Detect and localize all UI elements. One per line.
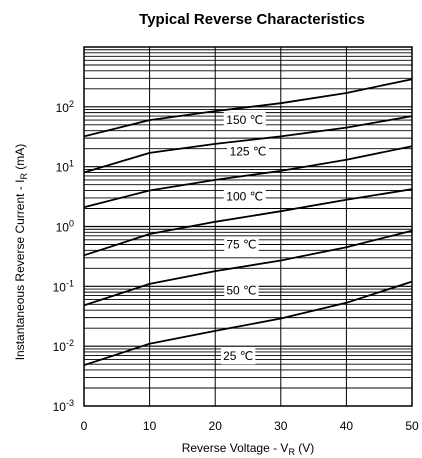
chart-title: Typical Reverse Characteristics <box>139 11 365 28</box>
x-tick-label: 50 <box>405 419 419 433</box>
y-tick-label: 10-2 <box>53 338 74 354</box>
plot-frame <box>83 46 413 407</box>
curve-labels: 25 ℃ 50 ℃ 75 ℃ 100 ℃ 125 ℃ 150 ℃ <box>220 112 269 365</box>
series-line <box>83 78 413 138</box>
curves <box>83 78 413 367</box>
x-tick-label: 40 <box>340 419 354 433</box>
x-tick-label: 10 <box>143 419 157 433</box>
series-label: 125 ℃ <box>230 144 267 158</box>
y-tick-labels: 10-3 10-2 10-1 100 101 102 <box>53 99 74 414</box>
y-tick-label: 10-3 <box>53 398 74 414</box>
y-tick-label: 100 <box>56 219 74 235</box>
x-axis-label: Reverse Voltage - VR (V) <box>182 441 315 457</box>
series-label: 100 ℃ <box>226 189 263 203</box>
series-label-background <box>223 112 266 129</box>
series-line <box>83 115 413 174</box>
series-label: 50 ℃ <box>226 284 256 298</box>
x-tick-label: 0 <box>81 419 88 433</box>
x-tick-label: 20 <box>209 419 223 433</box>
series-line <box>83 188 413 257</box>
series-label-background <box>224 236 259 253</box>
x-tick-label: 30 <box>274 419 288 433</box>
series-label-background <box>223 188 266 205</box>
x-tick-labels: 0 10 20 30 40 50 <box>81 419 419 433</box>
series-label: 75 ℃ <box>226 238 256 252</box>
y-tick-label: 10-1 <box>53 278 74 294</box>
series-line <box>83 145 413 209</box>
series-line <box>83 229 413 307</box>
series-label: 25 ℃ <box>223 349 253 363</box>
y-tick-label: 102 <box>56 99 74 115</box>
series-label: 150 ℃ <box>226 113 263 127</box>
series-label-background <box>224 282 259 299</box>
y-tick-label: 101 <box>56 159 74 175</box>
series-label-background <box>220 348 256 365</box>
y-axis-label: Instantaneous Reverse Current - IR (mA) <box>13 144 29 361</box>
series-label-background <box>227 143 269 160</box>
series-line <box>83 280 413 367</box>
